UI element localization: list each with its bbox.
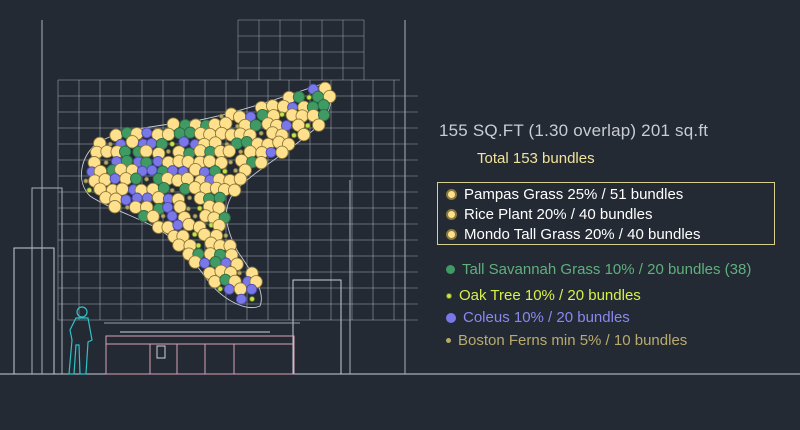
plant-marker xyxy=(258,130,264,136)
legend-label: Pampas Grass 25% / 51 bundles xyxy=(464,186,684,203)
plant-marker xyxy=(130,172,143,185)
plant-marker xyxy=(227,183,242,197)
plant-marker xyxy=(108,200,122,214)
counter-furniture xyxy=(104,322,300,375)
legend-item-pampas-grass: Pampas Grass 25% / 51 bundles xyxy=(446,186,683,203)
rice-plant-dot-icon xyxy=(446,209,457,220)
boston-ferns-dot-icon xyxy=(446,338,451,343)
plant-marker xyxy=(246,283,258,295)
legend-item-rice-plant: Rice Plant 20% / 40 bundles xyxy=(446,206,652,223)
legend-label: Boston Ferns min 5% / 10 bundles xyxy=(458,332,688,349)
plant-marker xyxy=(217,286,224,292)
plant-marker xyxy=(222,144,236,158)
plant-marker xyxy=(141,127,153,139)
plant-marker xyxy=(238,149,244,155)
plant-marker xyxy=(323,89,337,104)
plant-marker xyxy=(249,119,262,132)
plant-marker xyxy=(172,238,186,252)
plant-marker xyxy=(139,144,153,158)
plant-marker xyxy=(109,173,121,185)
pampas-grass-dot-icon xyxy=(446,189,457,200)
legend-item-tall-savannah-grass: Tall Savannah Grass 10% / 20 bundles (38… xyxy=(446,261,751,278)
plant-marker xyxy=(214,156,229,170)
legend-label: Rice Plant 20% / 40 bundles xyxy=(464,206,653,223)
plant-marker xyxy=(291,132,297,139)
plant-marker xyxy=(233,168,239,174)
plant-marker xyxy=(304,122,311,129)
tall-savannah-grass-dot-icon xyxy=(446,265,455,274)
plant-clusters xyxy=(83,81,337,305)
planter-outline xyxy=(81,83,332,308)
plant-marker xyxy=(208,275,222,289)
plant-marker xyxy=(160,213,166,219)
plant-marker xyxy=(312,118,326,132)
plant-marker xyxy=(178,136,190,148)
plant-marker xyxy=(192,213,198,219)
plant-marker xyxy=(223,233,229,239)
plant-marker xyxy=(162,201,174,213)
plant-marker xyxy=(254,155,268,170)
plant-marker xyxy=(297,127,311,142)
plant-marker xyxy=(249,296,255,302)
plant-marker xyxy=(292,90,305,104)
plant-marker xyxy=(195,242,202,249)
legend-label: Coleus 10% / 20 bundles xyxy=(463,309,630,326)
plant-marker xyxy=(120,194,132,206)
plant-marker xyxy=(306,94,312,101)
plant-marker xyxy=(103,160,109,166)
plant-marker xyxy=(233,282,248,296)
oak-tree-dot-icon xyxy=(446,292,452,299)
plant-marker xyxy=(235,293,247,305)
plant-marker xyxy=(218,113,224,119)
plant-marker xyxy=(196,205,203,212)
primary-grasses-box xyxy=(437,182,775,245)
plant-marker xyxy=(228,159,234,165)
plant-marker xyxy=(223,283,235,295)
legend-item-coleus: Coleus 10% / 20 bundles xyxy=(446,309,630,326)
mondo-tall-grass-dot-icon xyxy=(446,229,457,240)
plant-marker xyxy=(187,195,193,201)
plant-marker xyxy=(146,209,160,224)
plant-marker xyxy=(169,187,175,193)
legend-item-boston-ferns: Boston Ferns min 5% / 10 bundles xyxy=(446,332,687,349)
plant-marker xyxy=(157,181,170,195)
total-bundles: Total 153 bundles xyxy=(477,150,595,167)
plant-marker xyxy=(151,191,166,205)
legend-label: Tall Savannah Grass 10% / 20 bundles (38… xyxy=(462,261,752,278)
legend-item-oak-tree: Oak Tree 10% / 20 bundles xyxy=(446,287,641,304)
plant-marker xyxy=(265,146,277,158)
plant-marker xyxy=(172,219,184,231)
plant-marker xyxy=(222,168,228,175)
plant-marker xyxy=(184,126,197,139)
plant-marker xyxy=(124,204,130,210)
human-figure xyxy=(68,306,93,375)
plant-marker xyxy=(144,176,150,182)
area-summary: 155 SQ.FT (1.30 overlap) 201 sq.ft xyxy=(439,121,709,140)
plant-marker xyxy=(165,149,171,154)
plant-marker xyxy=(169,141,176,147)
legend-label: Mondo Tall Grass 20% / 40 bundles xyxy=(464,226,701,243)
legend-item-mondo-tall-grass: Mondo Tall Grass 20% / 40 bundles xyxy=(446,226,701,243)
plant-marker xyxy=(317,108,331,122)
plant-marker xyxy=(83,178,89,184)
plant-marker xyxy=(152,155,164,167)
plant-marker xyxy=(185,206,191,212)
plant-marker xyxy=(166,210,178,222)
legend-label: Oak Tree 10% / 20 bundles xyxy=(459,287,641,304)
plant-marker xyxy=(279,111,285,118)
plant-marker xyxy=(275,145,289,159)
plant-marker xyxy=(233,172,248,186)
plant-marker xyxy=(86,187,93,194)
plant-marker xyxy=(237,270,242,276)
plant-marker xyxy=(191,231,198,238)
coleus-dot-icon xyxy=(446,312,456,323)
